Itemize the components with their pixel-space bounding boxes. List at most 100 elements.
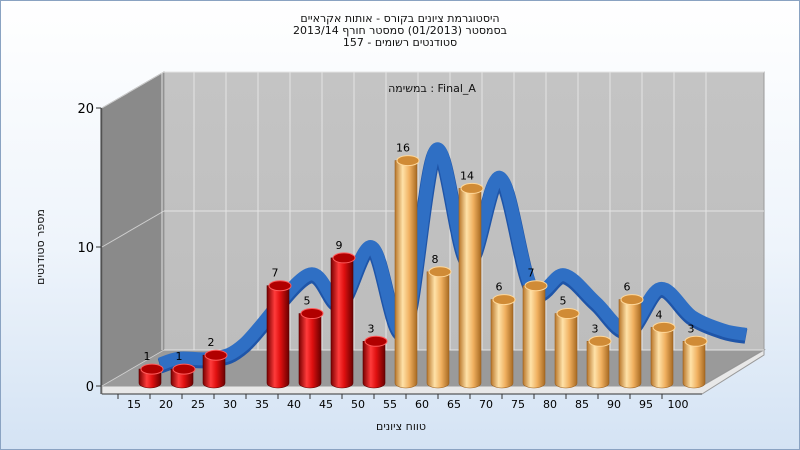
bar-25: 2 (202, 336, 228, 389)
x-tick-label-40: 40 (287, 398, 301, 411)
x-tick-label-35: 35 (255, 398, 269, 411)
bar-100: 3 (682, 322, 708, 389)
grid-line-depth-1 (101, 210, 165, 248)
chart-title-line-1: היסטוגרמת ציונים בקורס - אותות אקראיים (300, 12, 500, 25)
bar-15: 1 (138, 350, 164, 389)
bar-body-55 (394, 160, 418, 389)
bar-body-45 (330, 257, 354, 389)
chart-subtitle: במשימה : Final_A (388, 82, 476, 95)
bar-60: 8 (426, 253, 452, 389)
x-tick-label-55: 55 (383, 398, 397, 411)
bar-cap-75 (524, 280, 548, 292)
bar-cap-100 (684, 335, 708, 347)
chart-title-line-2: בסמסטר (01/2013) סמסטר חורף 2013/14 (293, 24, 507, 37)
x-tick-label-20: 20 (159, 398, 173, 411)
x-tick-label-85: 85 (575, 398, 589, 411)
bar-95: 4 (650, 308, 676, 389)
bar-65: 14 (458, 169, 484, 389)
bar-value-label-80: 5 (560, 295, 567, 308)
grid-line-depth-0 (101, 349, 165, 387)
bar-40: 5 (298, 295, 324, 389)
bar-value-label-35: 7 (272, 267, 279, 280)
x-tick-label-65: 65 (447, 398, 461, 411)
bar-body-75 (522, 285, 546, 389)
bar-cap-55 (396, 155, 420, 167)
bar-45: 9 (330, 239, 356, 389)
x-tick-label-80: 80 (543, 398, 557, 411)
bar-value-label-90: 6 (624, 281, 631, 294)
bar-body-95 (650, 327, 674, 389)
x-tick-label-45: 45 (319, 398, 333, 411)
x-tick-label-70: 70 (479, 398, 493, 411)
bar-70: 6 (490, 281, 516, 389)
bar-cap-40 (300, 308, 324, 319)
x-tick-label-60: 60 (415, 398, 429, 411)
bar-value-label-70: 6 (496, 281, 503, 294)
bar-cap-80 (556, 308, 580, 319)
bar-value-label-60: 8 (432, 253, 439, 266)
bar-body-80 (554, 313, 578, 389)
bar-50: 3 (362, 322, 388, 389)
bar-85: 3 (586, 322, 612, 389)
bar-cap-65 (460, 182, 484, 194)
bar-20: 1 (170, 350, 196, 389)
bar-value-label-55: 16 (396, 142, 410, 155)
bar-value-label-25: 2 (208, 336, 215, 349)
bar-body-25 (202, 354, 226, 389)
bar-cap-70 (492, 294, 516, 306)
y-tick-label-10: 10 (77, 241, 94, 256)
bar-cap-60 (428, 266, 452, 278)
bar-cap-20 (172, 363, 196, 375)
bar-cap-25 (204, 349, 228, 361)
bar-cap-90 (620, 294, 644, 306)
bar-cap-95 (652, 321, 676, 333)
bar-value-label-85: 3 (592, 322, 599, 335)
bar-75: 7 (522, 267, 548, 389)
bar-body-40 (298, 313, 322, 389)
bar-cap-35 (268, 280, 292, 292)
bar-35: 7 (266, 267, 292, 389)
bar-body-65 (458, 188, 482, 389)
bar-cap-85 (588, 335, 612, 347)
bar-55: 16 (394, 142, 420, 389)
bar-body-35 (266, 285, 290, 389)
bar-body-70 (490, 299, 514, 389)
bar-value-label-50: 3 (368, 322, 375, 335)
bar-90: 6 (618, 281, 644, 389)
grid-line-depth-2 (101, 71, 165, 109)
bar-body-60 (426, 271, 450, 389)
x-tick-label-25: 25 (191, 398, 205, 411)
bar-body-100 (682, 341, 706, 389)
bar-cap-15 (140, 363, 164, 375)
bar-80: 5 (554, 295, 580, 389)
bar-value-label-20: 1 (176, 350, 183, 363)
y-tick-label-0: 0 (86, 380, 94, 395)
y-axis-label: מספר סטודנטים (34, 209, 47, 285)
bar-body-90 (618, 299, 642, 389)
x-tick-label-100: 100 (668, 398, 689, 411)
distribution-ribbon (157, 142, 748, 374)
x-tick-label-30: 30 (223, 398, 237, 411)
bar-value-label-15: 1 (144, 350, 151, 363)
bar-value-label-95: 4 (656, 308, 663, 321)
bars: 1 1 2 7 5 9 3 16 8 14 6 7 5 3 6 4 3 (138, 142, 708, 389)
bar-value-label-75: 7 (528, 267, 535, 280)
ribbon-band (157, 142, 748, 371)
x-axis-label: טווח ציונים (376, 420, 426, 433)
x-tick-label-15: 15 (127, 398, 141, 411)
bar-value-label-45: 9 (336, 239, 343, 252)
x-tick-label-90: 90 (607, 398, 621, 411)
y-tick-label-20: 20 (77, 102, 94, 117)
bar-value-label-65: 14 (460, 169, 474, 182)
x-tick-label-50: 50 (351, 398, 365, 411)
chart-title-line-3: סטודנטים רשומים - 157 (342, 36, 458, 49)
bar-body-85 (586, 341, 610, 389)
bar-body-50 (362, 341, 386, 389)
bar-cap-45 (332, 252, 356, 264)
bar-cap-50 (364, 335, 388, 347)
bar-value-label-100: 3 (688, 322, 695, 335)
x-tick-label-75: 75 (511, 398, 525, 411)
x-tick-label-95: 95 (639, 398, 653, 411)
